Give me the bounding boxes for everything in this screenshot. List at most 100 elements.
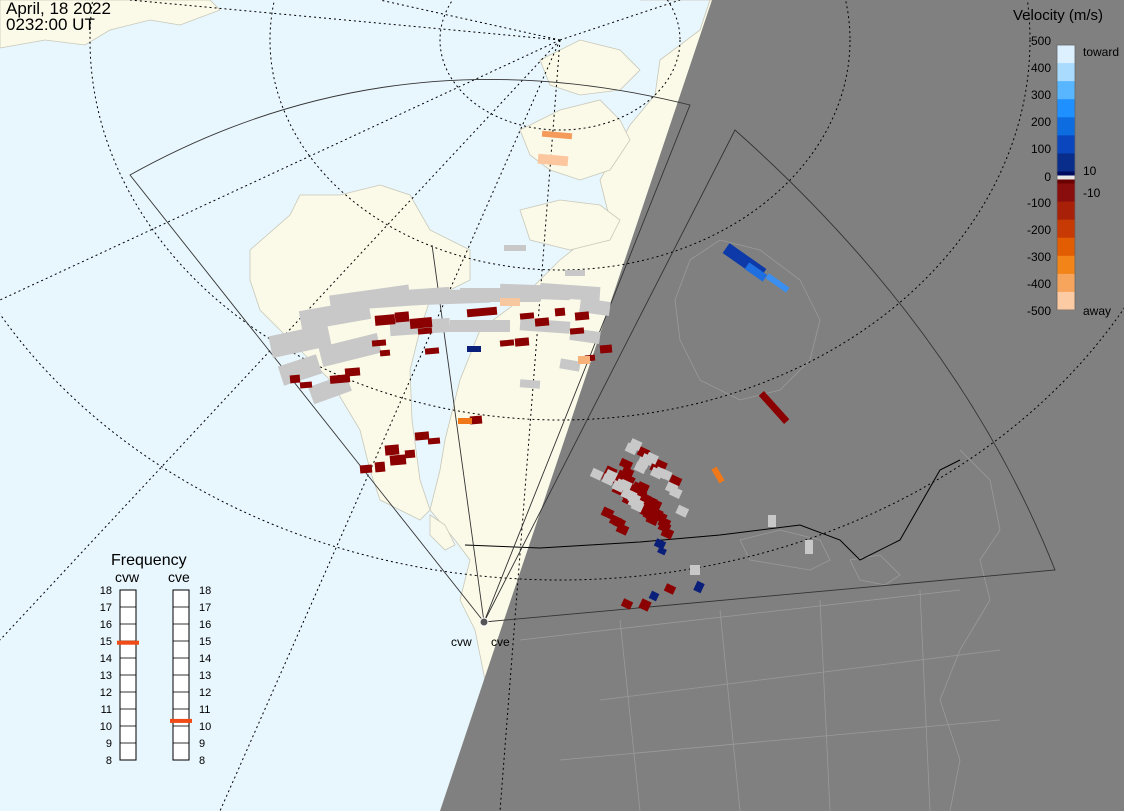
- velocity-cell: [519, 312, 535, 320]
- meridian-6: [559, 0, 681, 41]
- frequency-tick-label: 13: [199, 670, 211, 682]
- frequency-tick-label: 8: [106, 755, 112, 767]
- colorbar-band: [1057, 183, 1075, 203]
- frequency-tick-label: 10: [199, 721, 211, 733]
- velocity-cell: [409, 317, 433, 329]
- ground-scatter-cell: [559, 358, 581, 372]
- colorbar-tick-label: -300: [1027, 250, 1051, 264]
- velocity-cell: [500, 298, 520, 306]
- east-coast-outline: [939, 449, 1001, 811]
- meridian-4: [499, 39, 561, 811]
- colorbar-band: [1057, 117, 1075, 136]
- ground-scatter-cell: [579, 297, 611, 317]
- velocity-cell: [427, 437, 441, 445]
- frequency-tick-label: 12: [100, 687, 112, 699]
- frequency-marker: [170, 718, 192, 723]
- ground-scatter-cell: [604, 469, 618, 482]
- colorbar-band: [1057, 171, 1075, 176]
- meridian-7: [129, 0, 561, 41]
- ground-scatter-cell: [805, 540, 813, 554]
- great-lakes-outline: [739, 529, 901, 586]
- colorbar-band: [1057, 99, 1075, 118]
- ground-scatter-cell: [450, 320, 510, 332]
- velocity-cell: [657, 546, 667, 556]
- colorbar-band: [1057, 179, 1075, 184]
- map-header: April, 18 2022 0232:00 UT: [6, 0, 111, 33]
- ground-scatter-cell: [768, 515, 776, 527]
- night-shading: [440, 0, 1124, 811]
- frequency-tick-label: 9: [199, 738, 205, 750]
- away-label: away: [1083, 304, 1111, 318]
- ground-scatter-cell: [519, 379, 541, 389]
- velocity-cell: [534, 317, 550, 327]
- hudson-bay-outline: [674, 239, 821, 401]
- velocity-cell: [574, 311, 590, 321]
- velocity-cell: [374, 461, 386, 473]
- velocity-cell: [554, 307, 566, 317]
- alaska-landmass: [0, 0, 221, 49]
- radar-fov-layer: [129, 79, 1056, 623]
- velocity-cell: [289, 374, 301, 384]
- velocity-cell: [537, 153, 569, 167]
- meridian-5: [379, 0, 561, 41]
- velocity-cell: [414, 431, 430, 441]
- radar-site-label-cve: cve: [491, 635, 510, 649]
- frequency-tick-label: 15: [100, 636, 112, 648]
- frequency-panel: Frequency cvw cve 1817161514131211109818…: [100, 552, 212, 767]
- frequency-tick-label: 16: [100, 619, 112, 631]
- frequency-tick-label: 17: [199, 602, 211, 614]
- ground-scatter-cell: [565, 270, 585, 276]
- velocity-cell: [663, 583, 677, 595]
- colorbar-band: [1057, 45, 1075, 64]
- velocity-cell: [541, 130, 573, 140]
- night-land-outlines: [519, 239, 1001, 811]
- frequency-tick-label: 14: [100, 653, 112, 665]
- ground-scatter-cell: [668, 486, 683, 499]
- velocity-cell: [379, 349, 391, 357]
- velocity-cell: [469, 415, 483, 425]
- colorbar-tick-label: 10: [1083, 164, 1097, 178]
- colorbar-frame: [1056, 44, 1076, 311]
- frequency-tick-label: 18: [100, 585, 112, 597]
- frequency-marker: [117, 640, 139, 645]
- velocity-cell: [638, 598, 652, 612]
- colorbar-band: [1057, 81, 1075, 100]
- colorbar-band: [1057, 237, 1075, 257]
- velocity-cell: [371, 339, 387, 347]
- ground-scatter-cell: [589, 467, 604, 481]
- us-states-outline: [519, 589, 1001, 811]
- ground-scatter-cell: [690, 565, 700, 575]
- velocity-cell: [514, 337, 530, 347]
- velocity-cell: [404, 449, 416, 459]
- velocity-cell: [417, 327, 433, 335]
- velocity-cell: [467, 346, 481, 352]
- velocity-cell: [744, 262, 768, 282]
- colorbar-tick-label: 400: [1031, 61, 1051, 75]
- colorbar-tick-label: 500: [1031, 34, 1051, 48]
- colorbar-tick-labels: 500400300200100100-10-100-200-300-400-50…: [1027, 34, 1101, 318]
- velocity-cell: [344, 367, 361, 377]
- ground-scatter-cell: [277, 354, 323, 386]
- velocity-cell: [620, 466, 635, 480]
- scatter-cells: [268, 130, 813, 612]
- colorbar-band: [1057, 291, 1075, 311]
- colorbar-tick-label: -500: [1027, 304, 1051, 318]
- velocity-cell: [765, 273, 790, 293]
- latitude-circle-50: [0, 307, 1124, 581]
- colorbar-tick-label: -400: [1027, 277, 1051, 291]
- radar-site-label-cvw: cvw: [451, 635, 472, 649]
- frequency-tick-label: 16: [199, 619, 211, 631]
- ground-scatter-cell: [519, 318, 571, 334]
- ground-scatter-cell: [628, 438, 643, 451]
- velocity-cell: [653, 538, 667, 550]
- toward-label: toward: [1083, 45, 1119, 59]
- colorbar-band: [1057, 135, 1075, 154]
- velocity-cell: [458, 418, 472, 424]
- frequency-tick-label: 13: [100, 670, 112, 682]
- velocity-cell: [394, 311, 410, 323]
- frequency-scales: 18 17 16 15 14 13 12 11 10 9 8 18 17 16 15 14 13 12 11 10 9 8: [100, 585, 212, 767]
- colorbar-band: [1057, 255, 1075, 275]
- vancouver-island: [429, 514, 456, 551]
- meridian-3: [219, 39, 561, 811]
